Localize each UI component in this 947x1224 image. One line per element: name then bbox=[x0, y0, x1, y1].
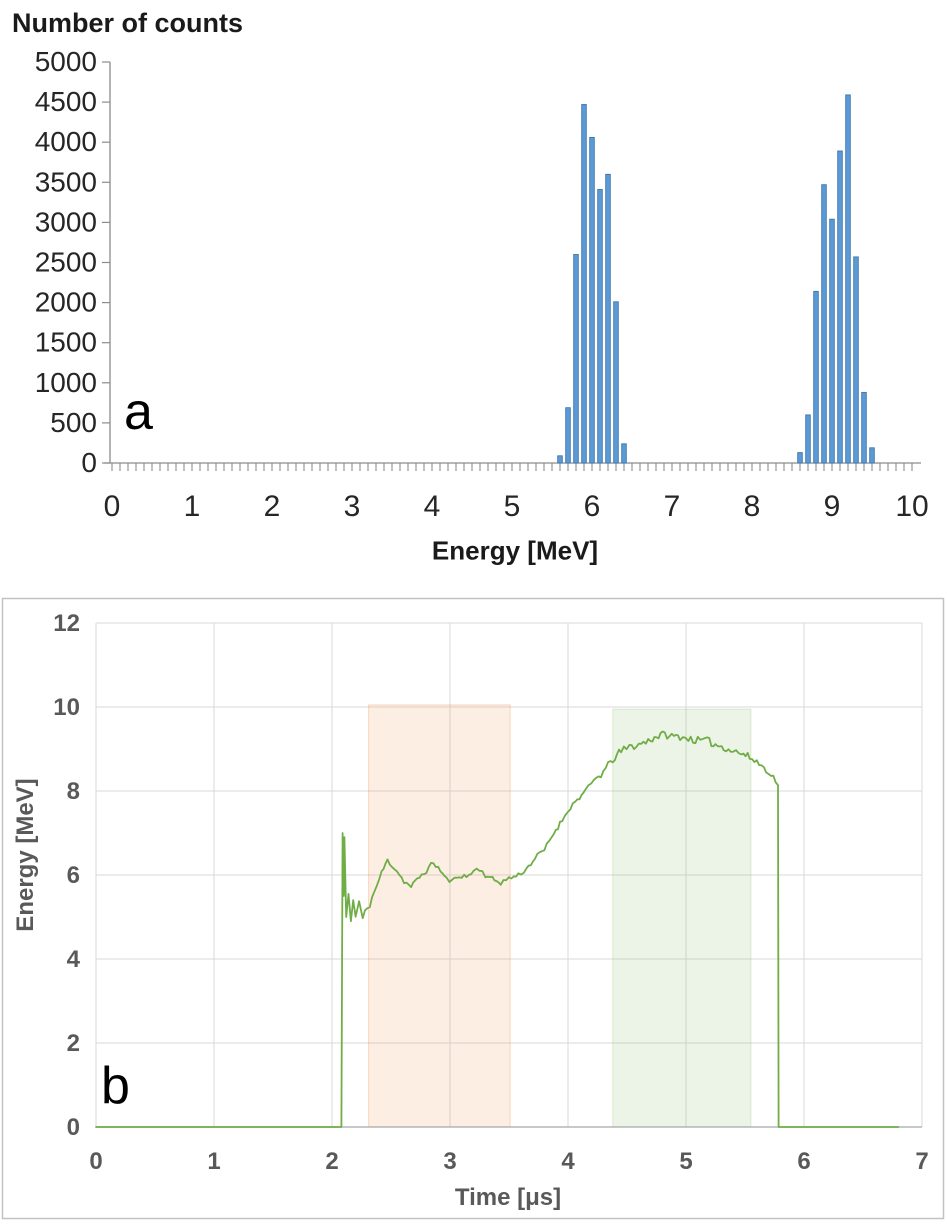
y-tick-label: 3000 bbox=[35, 206, 97, 237]
x-tick-label: 9 bbox=[824, 490, 841, 523]
y-tick-label: 12 bbox=[53, 610, 80, 637]
y-tick-label: 3500 bbox=[35, 166, 97, 197]
histogram-plot-panel-a: 0 500 1000 1500 2000 2500 3000 3500 4000 4500 5000… bbox=[35, 46, 929, 523]
x-tick-label: 2 bbox=[325, 1148, 338, 1175]
histogram-bar bbox=[573, 254, 579, 464]
y-tick-label: 1500 bbox=[35, 327, 97, 358]
x-tick-label: 1 bbox=[184, 490, 201, 523]
histogram-bar bbox=[837, 150, 843, 464]
y-tick-label: 4500 bbox=[35, 86, 97, 117]
histogram-bar bbox=[613, 301, 619, 464]
panel-b-y-axis-title: Energy [MeV] bbox=[12, 778, 39, 932]
x-tick-label: 0 bbox=[104, 490, 121, 523]
x-tick-label: 4 bbox=[561, 1148, 575, 1175]
highlight-region-2 bbox=[612, 708, 752, 1128]
histogram-bar bbox=[621, 443, 627, 464]
panel-b-x-axis-title: Time [μs] bbox=[454, 1184, 562, 1211]
y-tick-label: 5000 bbox=[35, 46, 97, 77]
chart-border-box bbox=[1, 597, 945, 1220]
y-tick-label: 10 bbox=[53, 694, 80, 721]
histogram-bar bbox=[821, 184, 827, 464]
y-tick-label: 1000 bbox=[35, 367, 97, 398]
panel-a-letter: a bbox=[124, 383, 153, 441]
x-tick-label: 7 bbox=[664, 490, 681, 523]
panel-a-title: Number of counts bbox=[12, 8, 244, 38]
y-tick-label: 2000 bbox=[35, 287, 97, 318]
histogram-bar bbox=[861, 391, 867, 464]
y-tick-label: 4000 bbox=[35, 126, 97, 157]
histogram-bar bbox=[829, 218, 835, 464]
y-tick-label: 4 bbox=[67, 946, 81, 973]
histogram-bar bbox=[605, 173, 611, 464]
y-tick-label: 6 bbox=[67, 862, 80, 889]
y-tick-label: 2500 bbox=[35, 247, 97, 278]
histogram-bar bbox=[557, 455, 563, 464]
x-tick-label: 7 bbox=[915, 1148, 928, 1175]
x-tick-label: 3 bbox=[344, 490, 361, 523]
x-tick-label: 5 bbox=[504, 490, 521, 523]
histogram-bar bbox=[805, 414, 811, 464]
histogram-bar bbox=[597, 189, 603, 464]
x-tick-label: 3 bbox=[443, 1148, 456, 1175]
histogram-bar bbox=[853, 256, 859, 464]
y-tick-label: 0 bbox=[81, 447, 97, 478]
histogram-bar bbox=[581, 104, 587, 464]
x-tick-label: 8 bbox=[744, 490, 761, 523]
panel-a-x-axis-title: Energy [MeV] bbox=[431, 535, 599, 566]
histogram-bar bbox=[869, 447, 875, 464]
y-tick-label: 8 bbox=[67, 778, 80, 805]
histogram-bar bbox=[797, 452, 803, 464]
x-tick-label: 6 bbox=[584, 490, 601, 523]
y-tick-label: 2 bbox=[67, 1030, 80, 1057]
energy-vs-time-line bbox=[95, 730, 900, 1128]
panel-b-letter: b bbox=[101, 1057, 130, 1115]
x-tick-label: 0 bbox=[89, 1148, 102, 1175]
x-tick-label: 5 bbox=[679, 1148, 692, 1175]
histogram-bar bbox=[813, 290, 819, 464]
x-tick-label: 4 bbox=[424, 490, 441, 523]
y-tick-label: 500 bbox=[50, 407, 97, 438]
histogram-bar bbox=[589, 136, 595, 464]
x-tick-label: 2 bbox=[264, 490, 281, 523]
histogram-bar bbox=[845, 94, 851, 464]
y-tick-label: 0 bbox=[67, 1114, 80, 1141]
highlight-region-1 bbox=[368, 704, 511, 1128]
x-tick-label: 10 bbox=[895, 490, 928, 523]
x-tick-label: 1 bbox=[207, 1148, 220, 1175]
x-tick-label: 6 bbox=[797, 1148, 810, 1175]
histogram-bar bbox=[565, 407, 571, 464]
